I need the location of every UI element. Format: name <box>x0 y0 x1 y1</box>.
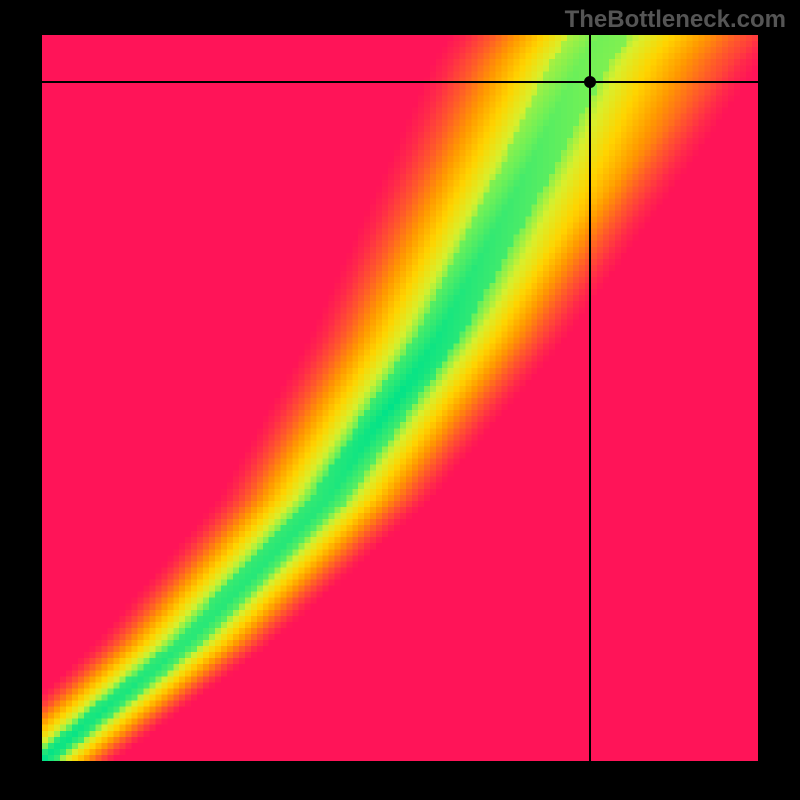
chart-frame: TheBottleneck.com <box>0 0 800 800</box>
watermark-text: TheBottleneck.com <box>565 6 786 34</box>
bottleneck-heatmap <box>42 35 758 761</box>
crosshair-marker <box>584 76 596 88</box>
crosshair-vertical <box>589 35 591 761</box>
crosshair-horizontal <box>42 81 758 83</box>
